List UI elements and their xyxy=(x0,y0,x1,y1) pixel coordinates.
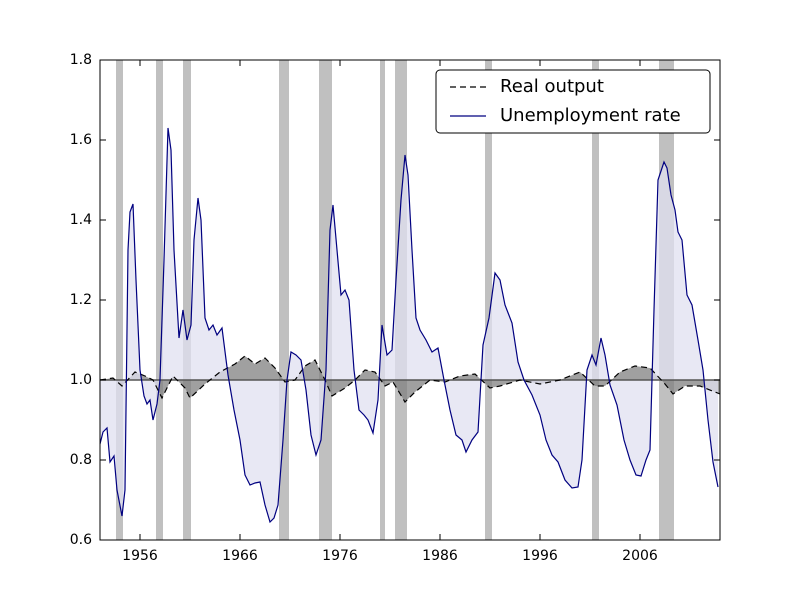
x-tick-label: 1966 xyxy=(222,548,258,564)
series-fill xyxy=(100,128,718,522)
x-tick-label: 1996 xyxy=(522,548,558,564)
y-tick-label: 1.4 xyxy=(70,212,92,228)
x-tick-label: 2006 xyxy=(622,548,658,564)
y-tick-label: 1.0 xyxy=(70,372,92,388)
x-tick-label: 1986 xyxy=(422,548,458,564)
legend-frame xyxy=(435,69,711,134)
legend-label: Unemployment rate xyxy=(500,105,681,126)
series-line xyxy=(99,355,721,403)
y-tick-label: 1.2 xyxy=(70,292,92,308)
y-tick-label: 1.8 xyxy=(70,52,92,68)
series-fill xyxy=(100,356,720,402)
y-tick-label: 1.6 xyxy=(70,132,92,148)
recession-band xyxy=(156,60,163,540)
y-tick-label: 0.8 xyxy=(70,452,92,468)
x-tick-label: 1956 xyxy=(122,548,158,564)
legend: Real output Unemployment rate xyxy=(435,69,711,134)
series-line xyxy=(99,127,719,524)
recession-band xyxy=(485,60,492,540)
recession-band xyxy=(116,60,123,540)
y-tick-label: 0.6 xyxy=(70,532,92,548)
recession-band xyxy=(380,60,385,540)
recession-band xyxy=(279,60,289,540)
recession-band xyxy=(183,60,191,540)
legend-label: Real output xyxy=(500,76,604,97)
x-tick-label: 1976 xyxy=(322,548,358,564)
recession-band xyxy=(592,60,599,540)
